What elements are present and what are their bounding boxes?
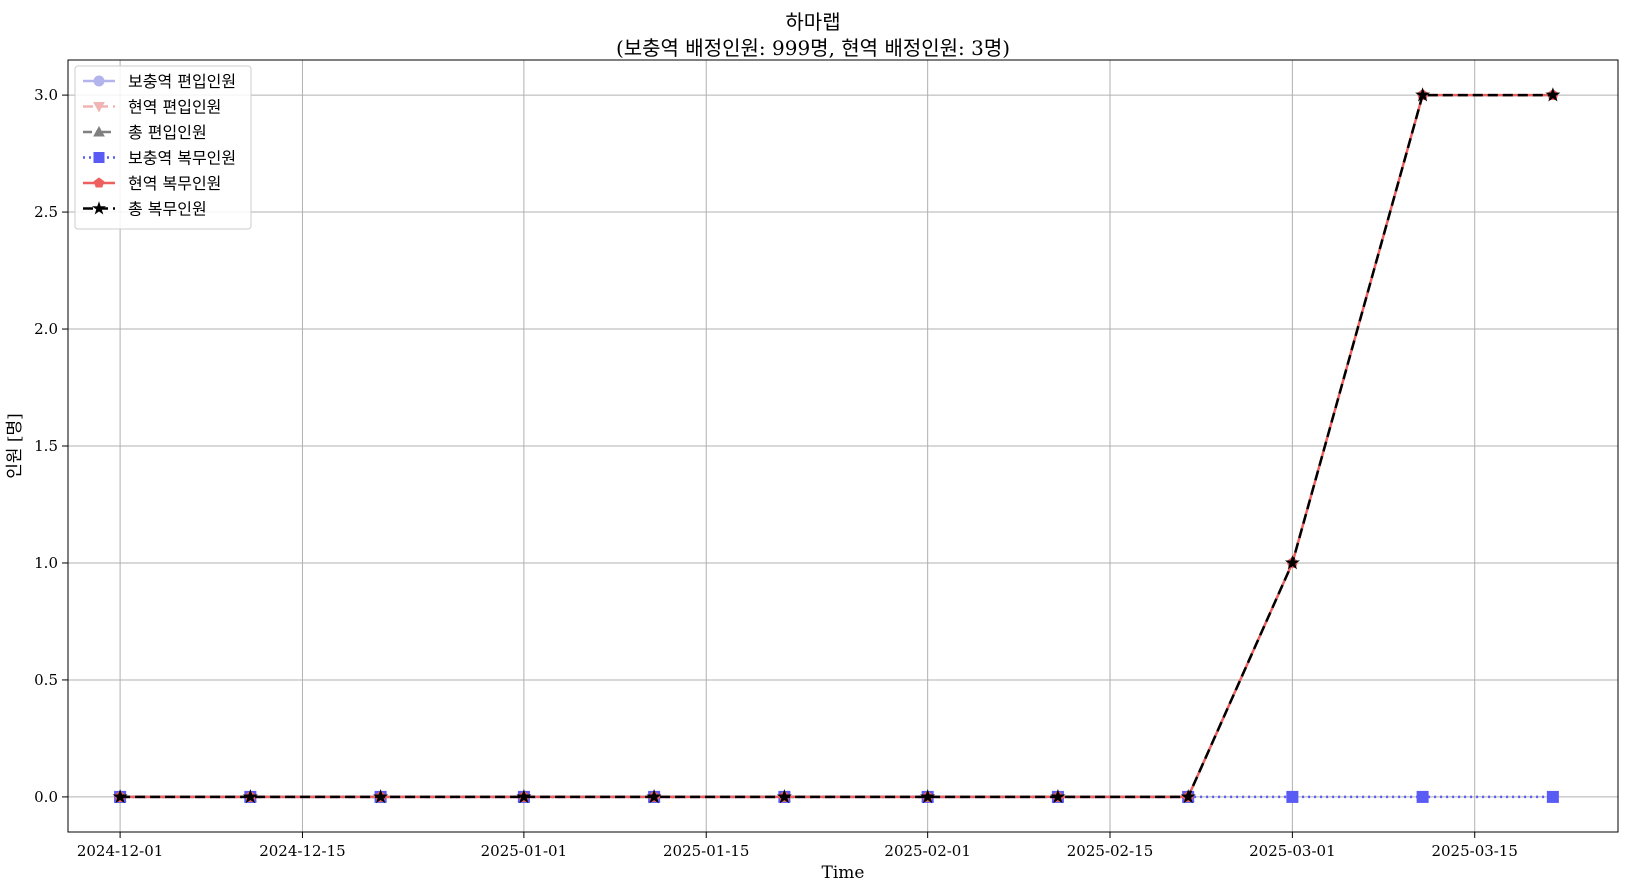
x-axis-label: Time [822,863,865,883]
legend-marker [93,177,105,188]
data-point [112,789,128,804]
chart-title: 하마랩 [785,10,841,34]
x-tick-label: 2025-01-15 [663,842,749,860]
y-tick-label: 0.5 [34,671,58,689]
x-tick-label: 2024-12-01 [77,842,163,860]
legend-label: 총 편입인원 [128,123,207,142]
x-tick-label: 2024-12-15 [259,842,345,860]
data-point [1286,790,1299,803]
legend-entry: 현역 복무인원 [83,174,221,193]
x-tick-label: 2025-02-01 [884,842,970,860]
x-tick-label: 2025-02-15 [1067,842,1153,860]
y-axis-label: 인원 [명] [5,413,25,479]
x-tick-label: 2025-03-01 [1249,842,1335,860]
y-tick-label: 0.0 [34,788,58,806]
data-point [920,789,936,804]
y-tick-label: 1.0 [34,554,58,572]
data-point [1050,789,1066,804]
series-5 [112,87,1561,804]
legend-entry: 총 복무인원 [83,200,207,219]
data-point [776,789,792,804]
data-point [242,789,258,804]
data-point [1284,555,1300,570]
x-tick-label: 2025-01-01 [481,842,567,860]
legend-entry: 보충역 편입인원 [83,72,236,91]
data-point [1416,790,1429,803]
series-line [120,93,1553,799]
legend-entry: 총 편입인원 [83,123,207,142]
y-tick-label: 1.5 [34,437,58,455]
legend-label: 보충역 복무인원 [128,149,236,168]
axis-ticks: 2024-12-01 2024-12-15 2025-01-01 2025-01-15… [34,86,1518,860]
data-point [1180,789,1196,804]
legend-entry: 보충역 복무인원 [83,149,236,168]
legend-box [74,65,252,230]
data-point [373,789,389,804]
data-point [1545,87,1561,102]
legend-marker [93,152,105,163]
grid [68,60,1618,832]
x-tick-label: 2025-03-15 [1431,842,1517,860]
legend-entry: 현역 편입인원 [83,98,221,117]
y-tick-label: 2.5 [34,203,58,221]
data-point [1546,790,1559,803]
y-tick-label: 3.0 [34,86,58,104]
series-lines [112,87,1561,804]
y-tick-label: 2.0 [34,320,58,338]
legend-marker [93,102,105,113]
legend-label: 보충역 편입인원 [128,72,236,91]
legend-marker [93,75,105,87]
legend-label: 총 복무인원 [128,200,207,219]
legend-label: 현역 복무인원 [128,174,221,193]
data-point [516,789,532,804]
data-point [646,789,662,804]
legend-marker [91,201,107,215]
legend-label: 현역 편입인원 [128,98,221,117]
chart-subtitle: (보충역 배정인원: 999명, 현역 배정인원: 3명) [615,36,1011,60]
legend-marker [93,125,105,137]
data-point [1415,87,1431,102]
